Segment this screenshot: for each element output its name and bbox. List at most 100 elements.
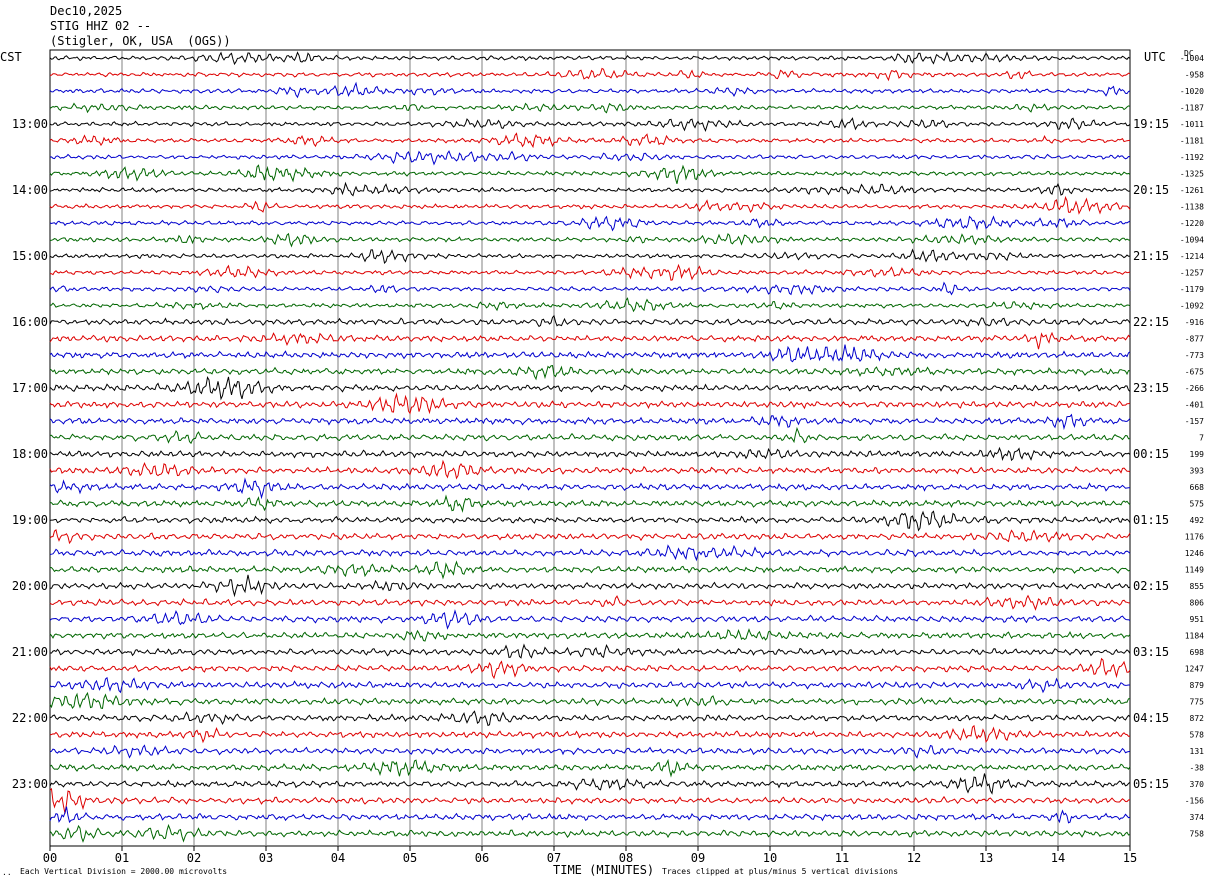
dc-offset-label: 951 — [1190, 615, 1205, 624]
utc-hour-label: 03:15 — [1133, 645, 1169, 659]
seismic-trace-18 — [49, 331, 1131, 350]
utc-hour-label: 00:15 — [1133, 447, 1169, 461]
seismic-trace-2 — [49, 67, 1131, 82]
dc-offset-label: -38 — [1190, 764, 1205, 773]
cst-hour-label: 17:00 — [12, 381, 48, 395]
corner-mark: .. — [2, 868, 12, 877]
cst-hour-label: 19:00 — [12, 513, 48, 527]
cst-hour-label: 21:00 — [12, 645, 48, 659]
x-tick-label: 01 — [115, 851, 129, 865]
dc-offset-label: -675 — [1185, 368, 1204, 377]
dc-offset-label: -1257 — [1180, 269, 1204, 278]
seismic-trace-28 — [49, 494, 1131, 513]
seismic-trace-15 — [49, 281, 1131, 296]
seismic-trace-25 — [49, 446, 1131, 462]
cst-hour-label: 20:00 — [12, 579, 48, 593]
seismic-trace-19 — [49, 344, 1131, 363]
dc-offset-label: -958 — [1185, 71, 1204, 80]
seismic-trace-7 — [49, 150, 1131, 166]
x-tick-label: 08 — [619, 851, 633, 865]
seismic-trace-36 — [49, 628, 1131, 642]
dc-offset-label: -877 — [1185, 335, 1204, 344]
seismic-trace-14 — [49, 263, 1131, 281]
cst-hour-label: 13:00 — [12, 117, 48, 131]
dc-offset-label: -266 — [1185, 384, 1204, 393]
dc-offset-label: 1247 — [1185, 665, 1204, 674]
seismic-trace-9 — [49, 181, 1131, 197]
utc-hour-label: 02:15 — [1133, 579, 1169, 593]
dc-offset-label: 806 — [1190, 599, 1205, 608]
dc-offset-label: -1261 — [1180, 186, 1204, 195]
seismic-trace-5 — [49, 117, 1131, 132]
x-tick-label: 00 — [43, 851, 57, 865]
seismic-trace-12 — [49, 232, 1131, 248]
x-tick-label: 12 — [907, 851, 921, 865]
x-tick-label: 10 — [763, 851, 777, 865]
x-tick-label: 14 — [1051, 851, 1065, 865]
x-axis-label: TIME (MINUTES) — [553, 863, 655, 877]
seismic-trace-42 — [49, 724, 1131, 744]
x-tick-label: 03 — [259, 851, 273, 865]
seismic-trace-27 — [49, 477, 1130, 500]
seismic-trace-4 — [49, 102, 1131, 114]
dc-offset-label: -1094 — [1180, 236, 1204, 245]
dc-offset-label: 775 — [1190, 698, 1205, 707]
x-tick-label: 11 — [835, 851, 849, 865]
x-tick-label: 13 — [979, 851, 993, 865]
dc-offset-label: -1138 — [1180, 203, 1204, 212]
seismic-trace-23 — [49, 413, 1131, 431]
seismic-trace-10 — [49, 195, 1131, 215]
seismic-trace-34 — [49, 594, 1131, 611]
dc-offset-label: 879 — [1190, 681, 1205, 690]
seismic-trace-44 — [49, 758, 1131, 778]
seismic-trace-16 — [49, 297, 1131, 313]
x-tick-label: 07 — [547, 851, 561, 865]
dc-offset-label: -1181 — [1180, 137, 1204, 146]
seismic-trace-6 — [49, 132, 1131, 149]
left-timezone-label: CST — [0, 50, 22, 64]
utc-hour-label: 22:15 — [1133, 315, 1169, 329]
dc-offset-label: 393 — [1190, 467, 1205, 476]
dc-offset-label: -916 — [1185, 318, 1204, 327]
dc-offset-label: 370 — [1190, 780, 1205, 789]
seismic-trace-21 — [49, 375, 1131, 401]
seismic-trace-17 — [49, 314, 1131, 328]
dc-offset-label: 668 — [1190, 483, 1205, 492]
x-tick-label: 02 — [187, 851, 201, 865]
dc-offset-label: 1176 — [1185, 533, 1204, 542]
cst-hour-label: 16:00 — [12, 315, 48, 329]
utc-hour-label: 19:15 — [1133, 117, 1169, 131]
dc-offset-header: DC — [1184, 49, 1194, 58]
dc-offset-label: 758 — [1190, 830, 1205, 839]
seismic-trace-11 — [49, 215, 1131, 232]
seismic-trace-33 — [50, 574, 1131, 598]
dc-offset-label: -1220 — [1180, 219, 1204, 228]
seismic-trace-46 — [49, 787, 1131, 814]
scale-note: Each Vertical Division = 2000.00 microvo… — [20, 867, 228, 876]
dc-offset-label: -156 — [1185, 797, 1204, 806]
dc-offset-label: -401 — [1185, 401, 1204, 410]
seismic-trace-41 — [49, 710, 1131, 727]
seismic-trace-43 — [49, 744, 1131, 759]
cst-hour-label: 22:00 — [12, 711, 48, 725]
dc-offset-label: 1184 — [1185, 632, 1204, 641]
utc-hour-label: 20:15 — [1133, 183, 1169, 197]
seismic-trace-22 — [49, 392, 1131, 415]
dc-offset-label: -1004 — [1180, 54, 1204, 63]
dc-offset-label: 872 — [1190, 714, 1205, 723]
seismic-trace-24 — [49, 426, 1130, 445]
seismic-trace-13 — [49, 248, 1131, 265]
cst-hour-label: 18:00 — [12, 447, 48, 461]
dc-offset-label: 698 — [1190, 648, 1205, 657]
dc-offset-label: 855 — [1190, 582, 1205, 591]
seismic-trace-20 — [49, 365, 1131, 381]
seismic-trace-26 — [49, 459, 1131, 480]
utc-hour-label: 21:15 — [1133, 249, 1169, 263]
dc-offset-label: -1179 — [1180, 285, 1204, 294]
dc-offset-label: -1214 — [1180, 252, 1204, 261]
right-timezone-label: UTC — [1144, 50, 1166, 64]
header-location: (Stigler, OK, USA (OGS)) — [50, 34, 231, 48]
dc-offset-label: 7 — [1199, 434, 1204, 443]
dc-offset-label: -157 — [1185, 417, 1204, 426]
header-date: Dec10,2025 — [50, 4, 123, 18]
